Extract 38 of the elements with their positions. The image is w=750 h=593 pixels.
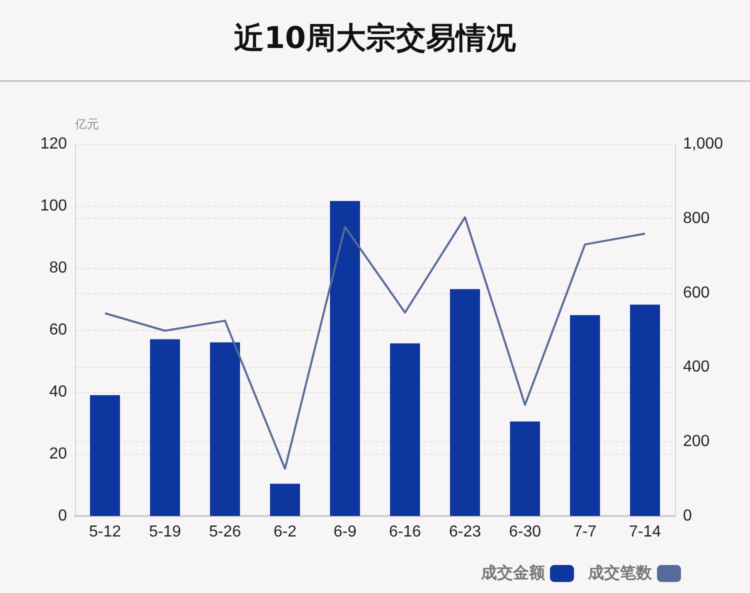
x-tick-label: 6-2 (273, 524, 297, 540)
y-tick-label: 0 (58, 508, 68, 524)
x-tick-label: 7-14 (628, 524, 662, 540)
bar (630, 304, 660, 516)
y-tick-label: 80 (49, 260, 68, 276)
bar (330, 201, 360, 516)
y-tick-label: 60 (49, 322, 68, 338)
x-tick-label: 6-30 (508, 524, 542, 540)
bar (150, 339, 180, 516)
bar (570, 315, 600, 516)
x-tick-label: 6-16 (388, 524, 422, 540)
line-series (104, 216, 646, 470)
bar (390, 343, 420, 516)
x-tick-label: 5-12 (88, 524, 122, 540)
y-tick-label: 100 (40, 198, 68, 214)
y2-tick-label: 200 (683, 433, 710, 450)
bar (270, 484, 300, 516)
y-tick-label: 120 (40, 136, 68, 152)
legend-label: 成交笔数 (587, 563, 653, 582)
y-axis-title: 亿元 (74, 117, 99, 131)
x-tick-label: 6-23 (448, 524, 482, 540)
y2-tick-label: 600 (683, 284, 710, 302)
y2-tick-label: 0 (683, 508, 692, 524)
legend-label: 成交金额 (480, 563, 546, 582)
bar (450, 289, 480, 516)
y-tick-label: 40 (49, 384, 68, 400)
y2-tick-label: 1,000 (683, 136, 724, 152)
x-tick-label: 6-9 (333, 524, 357, 540)
y-tick-label: 20 (49, 446, 68, 462)
bar (510, 421, 540, 516)
chart-title: 近10周大宗交易情况 (0, 0, 750, 82)
x-tick-label: 5-19 (148, 524, 182, 540)
bar (90, 395, 120, 516)
x-tick-label: 5-26 (208, 524, 242, 540)
x-tick-label: 7-7 (573, 524, 597, 540)
y2-tick-label: 400 (683, 358, 710, 376)
bar (210, 342, 240, 516)
y2-tick-label: 800 (683, 210, 710, 227)
